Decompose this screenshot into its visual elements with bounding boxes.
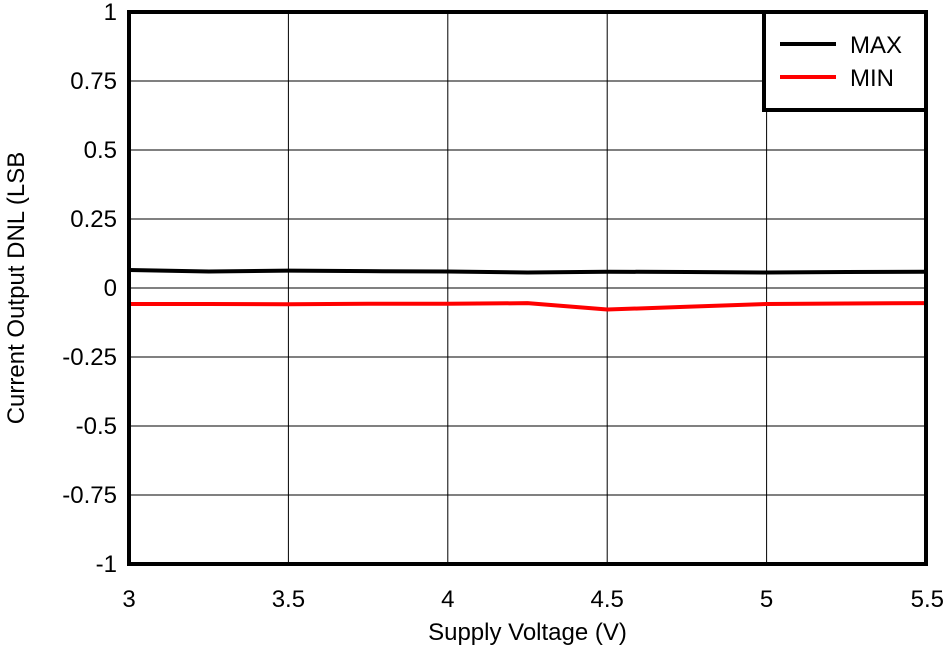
y-tick-label: -0.25 (62, 344, 117, 371)
x-tick-label: 5 (760, 586, 773, 613)
y-tick-label: 0 (104, 275, 117, 302)
x-tick-label: 4.5 (591, 586, 624, 613)
series-line-max (128, 268, 927, 275)
y-tick-label: 0.75 (70, 68, 117, 95)
x-axis-tick-labels: 3 3.5 4 4.5 5 5.5 (122, 586, 944, 613)
y-tick-label: 0.5 (84, 137, 117, 164)
x-tick-label: 5.5 (911, 586, 944, 613)
series-lines (128, 268, 927, 312)
x-axis-label: Supply Voltage (V) (428, 619, 627, 645)
y-tick-label: 1 (104, 0, 117, 26)
y-axis-label: Current Output DNL (LSB (3, 152, 30, 425)
y-axis-tick-labels: 1 0.75 0.5 0.25 0 -0.25 -0.5 -0.75 -1 (62, 0, 117, 578)
y-tick-label: -0.5 (76, 413, 117, 440)
x-tick-label: 4 (441, 586, 454, 613)
legend-label-max: MAX (850, 32, 902, 59)
y-tick-label: -1 (96, 551, 117, 578)
y-tick-label: 0.25 (70, 206, 117, 233)
plot-frame (127, 10, 928, 566)
x-tick-label: 3.5 (272, 586, 305, 613)
series-line-min (129, 301, 927, 312)
x-tick-label: 3 (122, 586, 135, 613)
y-tick-label: -0.75 (62, 482, 117, 509)
legend: MAX MIN (762, 10, 928, 112)
legend-label-min: MIN (850, 65, 894, 92)
legend-box (762, 10, 928, 112)
